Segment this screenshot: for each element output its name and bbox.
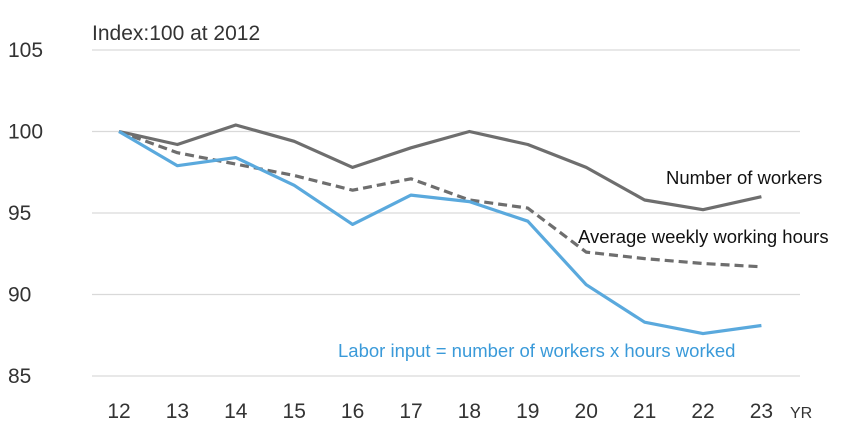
- x-tick-label: 17: [399, 400, 422, 423]
- x-tick-label: 12: [107, 400, 130, 423]
- chart-title: Index:100 at 2012: [92, 22, 260, 45]
- y-tick-label: 90: [8, 284, 31, 307]
- x-tick-label: 23: [750, 400, 773, 423]
- x-tick-label: 18: [458, 400, 481, 423]
- x-tick-label: 21: [633, 400, 656, 423]
- x-tick-label: 14: [224, 400, 248, 423]
- series-line-2: [118, 130, 762, 336]
- x-tick-label: 15: [283, 400, 306, 423]
- x-tick-label: 20: [575, 400, 598, 423]
- x-tick-label: 16: [341, 400, 364, 423]
- y-tick-label: 100: [8, 121, 43, 144]
- series-line-0: [118, 123, 762, 212]
- series-label-2: Labor input = number of workers x hours …: [338, 340, 735, 361]
- x-axis-label: YR: [790, 405, 812, 422]
- y-tick-label: 95: [8, 202, 31, 225]
- series-line-1: [118, 129, 762, 269]
- x-tick-label: 19: [516, 400, 539, 423]
- y-tick-label: 105: [8, 39, 43, 62]
- x-tick-label: 13: [166, 400, 189, 423]
- y-tick-label: 85: [8, 365, 31, 388]
- series-label-1: Average weekly working hours: [578, 226, 829, 247]
- x-tick-label: 22: [691, 400, 714, 423]
- series-label-0: Number of workers: [666, 167, 822, 188]
